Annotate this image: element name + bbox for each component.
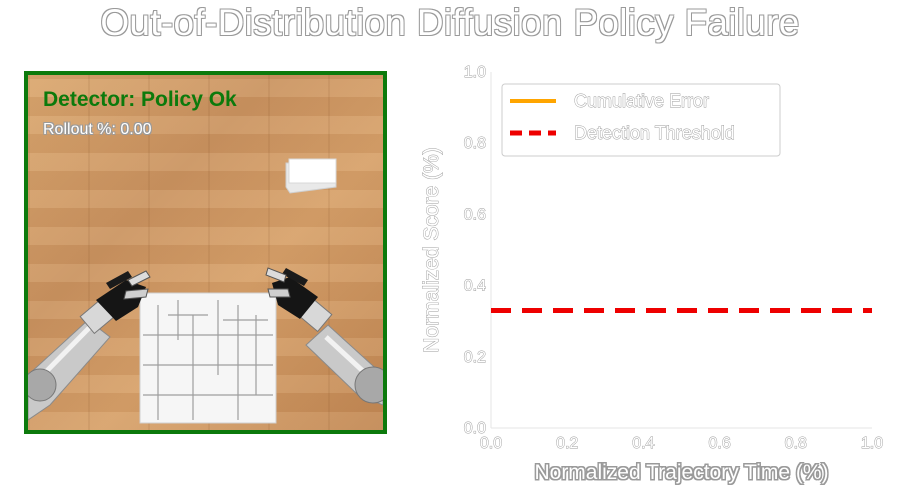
x-tick-label: 0.0 bbox=[480, 435, 502, 452]
x-axis-title: Normalized Trajectory Time (%) bbox=[534, 461, 828, 484]
detector-status: Detector: Policy Ok bbox=[43, 88, 237, 111]
legend-box bbox=[501, 83, 781, 157]
y-axis-ticks: 0.0 0.2 0.4 0.6 0.8 1.0 bbox=[463, 64, 486, 438]
x-tick-label: 0.6 bbox=[708, 435, 730, 452]
rollout-percentage: Rollout %: 0.00 bbox=[43, 121, 152, 138]
legend-label-1: Detection Threshold bbox=[574, 123, 735, 143]
x-axis-ticks: 0.0 0.2 0.4 0.6 0.8 1.0 bbox=[479, 435, 883, 453]
y-tick-label: 1.0 bbox=[464, 64, 486, 81]
x-tick-label: 0.4 bbox=[632, 435, 654, 452]
legend-label-0: Cumulative Error bbox=[574, 91, 709, 111]
y-tick-label: 0.2 bbox=[464, 349, 486, 366]
simulation-view: Detector: Policy Ok Rollout %: 0.00 bbox=[24, 71, 387, 434]
y-tick-label: 0.6 bbox=[464, 206, 486, 223]
legend: Cumulative Error Detection Threshold bbox=[501, 83, 781, 157]
y-tick-label: 0.0 bbox=[464, 420, 486, 437]
left-robot-arm bbox=[28, 270, 151, 421]
x-tick-label: 0.8 bbox=[785, 435, 807, 452]
score-chart: 0.0 0.2 0.4 0.6 0.8 1.0 0.0 0.2 0.4 0.6 0.8 1.0 No… bbox=[420, 64, 884, 485]
right-robot-arm bbox=[265, 267, 383, 406]
robot-scene-illustration bbox=[28, 158, 383, 424]
x-tick-label: 0.2 bbox=[556, 435, 578, 452]
y-tick-label: 0.4 bbox=[464, 278, 486, 295]
y-axis-title: Normalized Score (%) bbox=[420, 147, 443, 352]
x-tick-label: 1.0 bbox=[861, 435, 883, 452]
chart-title: Out-of-Distribution Diffusion Policy Fai… bbox=[100, 2, 800, 43]
cloth-item bbox=[139, 292, 277, 424]
y-tick-label: 0.8 bbox=[464, 135, 486, 152]
